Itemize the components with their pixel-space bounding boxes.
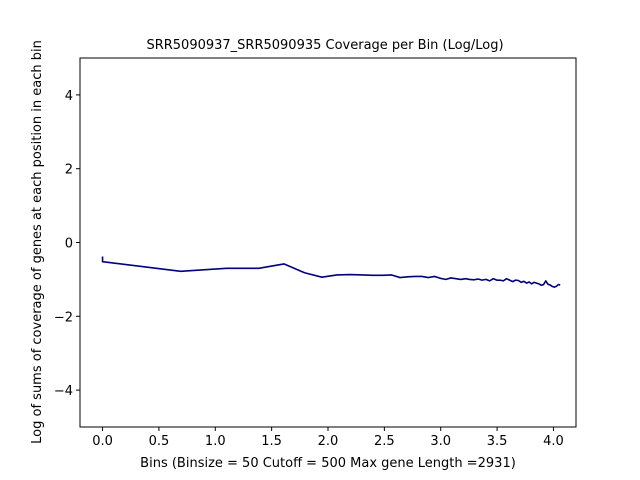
y-tick-label: −2 <box>54 310 73 325</box>
x-tick-label: 0.5 <box>149 434 170 449</box>
y-axis-label: Log of sums of coverage of genes at each… <box>30 40 45 444</box>
x-axis-label: Bins (Binsize = 50 Cutoff = 500 Max gene… <box>140 456 516 471</box>
x-tick-label: 3.5 <box>487 434 508 449</box>
series-layer <box>101 256 561 288</box>
x-tick-label: 2.0 <box>318 434 339 449</box>
x-tick-label: 3.0 <box>430 434 451 449</box>
series-line-0 <box>101 256 561 288</box>
y-axis: −4 −2 0 2 4 <box>54 89 80 399</box>
chart-title: SRR5090937_SRR5090935 Coverage per Bin (… <box>146 38 503 53</box>
x-axis: 0.0 0.5 1.0 1.5 2.0 2.5 3.0 3.5 4.0 <box>92 427 564 449</box>
x-tick-label: 4.0 <box>543 434 564 449</box>
y-tick-label: −4 <box>54 384 73 399</box>
x-tick-label: 1.0 <box>205 434 226 449</box>
y-tick-label: 2 <box>65 163 73 178</box>
x-tick-label: 1.5 <box>261 434 282 449</box>
x-tick-label: 0.0 <box>92 434 113 449</box>
x-tick-label: 2.5 <box>374 434 395 449</box>
y-tick-label: 4 <box>65 89 73 104</box>
y-tick-label: 0 <box>65 237 73 252</box>
plot-frame <box>79 57 577 428</box>
